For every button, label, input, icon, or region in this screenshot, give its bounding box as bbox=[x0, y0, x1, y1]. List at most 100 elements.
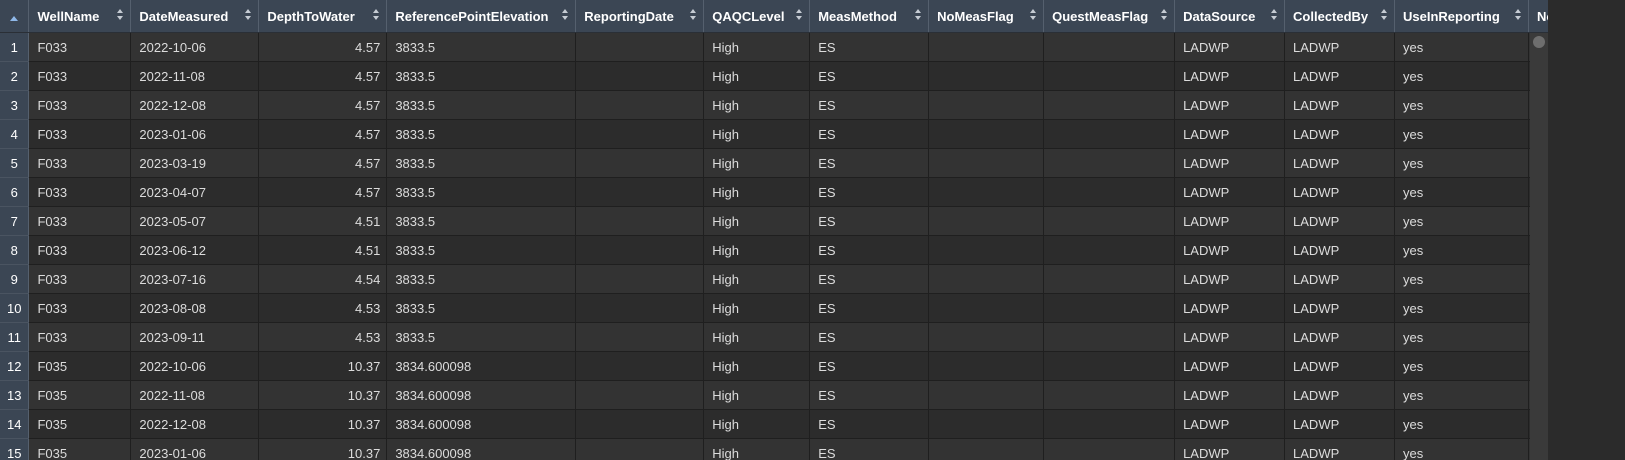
column-header-label: MeasMethod bbox=[818, 8, 897, 24]
sort-toggle-icon[interactable] bbox=[1381, 8, 1388, 22]
vertical-scrollbar[interactable] bbox=[1530, 33, 1548, 460]
cell-qaqclevel: High bbox=[703, 351, 811, 381]
table-row[interactable]: 5 F033 2023-03-19 4.57 3833.5 High ES LADWP LADW… bbox=[0, 148, 1625, 178]
column-header-questmeasflag[interactable]: QuestMeasFlag bbox=[1043, 0, 1176, 33]
cell-collectedby: LADWP bbox=[1284, 119, 1395, 149]
cell-qaqclevel: High bbox=[703, 206, 811, 236]
sort-toggle-icon[interactable] bbox=[1030, 8, 1037, 22]
column-header-wellname[interactable]: WellName bbox=[28, 0, 132, 33]
cell-collectedby: LADWP bbox=[1284, 235, 1395, 265]
cell-datemeasured: 2023-08-08 bbox=[130, 293, 260, 323]
table-row[interactable]: 3 F033 2022-12-08 4.57 3833.5 High ES LADWP LADW… bbox=[0, 90, 1625, 120]
column-header-nomeasflag[interactable]: NoMeasFlag bbox=[928, 0, 1045, 33]
cell-reportingdate bbox=[575, 206, 705, 236]
cell-datasource: LADWP bbox=[1174, 351, 1286, 381]
table-row[interactable]: 12 F035 2022-10-06 10.37 3834.600098 High ES LA… bbox=[0, 351, 1625, 381]
table-row[interactable]: 8 F033 2023-06-12 4.51 3833.5 High ES LADWP LADW… bbox=[0, 235, 1625, 265]
cell-useinreporting: yes bbox=[1394, 61, 1529, 91]
sort-toggle-icon[interactable] bbox=[373, 8, 380, 22]
column-header-measmethod[interactable]: MeasMethod bbox=[809, 0, 930, 33]
column-header-label: UseInReporting bbox=[1403, 8, 1500, 24]
sort-toggle-icon[interactable] bbox=[117, 8, 124, 22]
cell-reportingdate bbox=[575, 293, 705, 323]
cell-collectedby: LADWP bbox=[1284, 32, 1395, 62]
table-row[interactable]: 11 F033 2023-09-11 4.53 3833.5 High ES LADWP LAD… bbox=[0, 322, 1625, 352]
cell-depthtowater: 4.57 bbox=[258, 177, 388, 207]
sort-toggle-icon[interactable] bbox=[1514, 8, 1522, 22]
sort-toggle-icon[interactable] bbox=[245, 8, 252, 22]
table-row[interactable]: 14 F035 2022-12-08 10.37 3834.600098 High ES LA… bbox=[0, 409, 1625, 439]
cell-referencepointelevation: 3833.5 bbox=[386, 293, 577, 323]
row-index: 14 bbox=[0, 409, 30, 439]
column-header-label: CollectedBy bbox=[1293, 8, 1369, 24]
cell-measmethod: ES bbox=[809, 235, 930, 265]
cell-nomeasflag bbox=[928, 61, 1045, 91]
column-header-reportingdate[interactable]: ReportingDate bbox=[575, 0, 705, 33]
column-header-useinreporting[interactable]: UseInReporting bbox=[1394, 0, 1529, 33]
table-row[interactable]: 7 F033 2023-05-07 4.51 3833.5 High ES LADWP LADW… bbox=[0, 206, 1625, 236]
row-index: 15 bbox=[0, 438, 30, 460]
column-header-datemeasured[interactable]: DateMeasured bbox=[130, 0, 260, 33]
cell-nomeasflag bbox=[928, 351, 1045, 381]
row-index: 7 bbox=[0, 206, 30, 236]
sort-toggle-icon[interactable] bbox=[690, 8, 697, 22]
column-header-depthtowater[interactable]: DepthToWater bbox=[258, 0, 388, 33]
column-header-label: WellName bbox=[37, 8, 100, 24]
cell-datasource: LADWP bbox=[1174, 264, 1286, 294]
cell-qaqclevel: High bbox=[703, 235, 811, 265]
column-header-qaqclevel[interactable]: QAQCLevel bbox=[703, 0, 811, 33]
sort-toggle-icon[interactable] bbox=[1161, 8, 1168, 22]
cell-reportingdate bbox=[575, 148, 705, 178]
table-row[interactable]: 13 F035 2022-11-08 10.37 3834.600098 High ES LA… bbox=[0, 380, 1625, 410]
column-header-datasource[interactable]: DataSource bbox=[1174, 0, 1286, 33]
cell-wellname: F033 bbox=[28, 148, 132, 178]
cell-depthtowater: 10.37 bbox=[258, 438, 388, 460]
cell-datemeasured: 2023-09-11 bbox=[130, 322, 260, 352]
cell-datemeasured: 2023-06-12 bbox=[130, 235, 260, 265]
cell-questmeasflag bbox=[1043, 380, 1176, 410]
cell-measmethod: ES bbox=[809, 409, 930, 439]
cell-wellname: F033 bbox=[28, 90, 132, 120]
column-header-referencepointelevation[interactable]: ReferencePointElevation bbox=[386, 0, 577, 33]
cell-depthtowater: 4.54 bbox=[258, 264, 388, 294]
sort-toggle-icon[interactable] bbox=[1271, 8, 1278, 22]
cell-referencepointelevation: 3833.5 bbox=[386, 148, 577, 178]
sort-ascending-icon[interactable] bbox=[10, 15, 19, 21]
cell-measmethod: ES bbox=[809, 90, 930, 120]
table-row[interactable]: 6 F033 2023-04-07 4.57 3833.5 High ES LADWP LADW… bbox=[0, 177, 1625, 207]
cell-questmeasflag bbox=[1043, 409, 1176, 439]
table-row[interactable]: 2 F033 2022-11-08 4.57 3833.5 High ES LADWP LADW… bbox=[0, 61, 1625, 91]
sort-toggle-icon[interactable] bbox=[796, 8, 803, 22]
cell-wellname: F035 bbox=[28, 351, 132, 381]
cell-depthtowater: 10.37 bbox=[258, 409, 388, 439]
row-index: 4 bbox=[0, 119, 30, 149]
sort-toggle-icon[interactable] bbox=[562, 8, 569, 22]
table-row[interactable]: 10 F033 2023-08-08 4.53 3833.5 High ES LADWP LAD… bbox=[0, 293, 1625, 323]
cell-measmethod: ES bbox=[809, 177, 930, 207]
column-header-label: DepthToWater bbox=[267, 8, 355, 24]
column-header-index[interactable] bbox=[0, 0, 30, 33]
table-row[interactable]: 1 F033 2022-10-06 4.57 3833.5 High ES LADWP LADW… bbox=[0, 32, 1625, 62]
cell-datemeasured: 2023-05-07 bbox=[130, 206, 260, 236]
table-row[interactable]: 4 F033 2023-01-06 4.57 3833.5 High ES LADWP LADW… bbox=[0, 119, 1625, 149]
cell-wellname: F033 bbox=[28, 206, 132, 236]
column-header-label: ReferencePointElevation bbox=[395, 8, 549, 24]
table-row[interactable]: 15 F035 2023-01-06 10.37 3834.600098 High ES LA… bbox=[0, 438, 1625, 460]
cell-useinreporting: yes bbox=[1394, 293, 1529, 323]
cell-datemeasured: 2022-11-08 bbox=[130, 380, 260, 410]
cell-datasource: LADWP bbox=[1174, 177, 1286, 207]
sort-toggle-icon[interactable] bbox=[915, 8, 922, 22]
viewer-right-margin bbox=[1548, 0, 1625, 460]
cell-nomeasflag bbox=[928, 206, 1045, 236]
row-index: 13 bbox=[0, 380, 30, 410]
table-row[interactable]: 9 F033 2023-07-16 4.54 3833.5 High ES LADWP LADW… bbox=[0, 264, 1625, 294]
column-header-label: ReportingDate bbox=[584, 8, 674, 24]
cell-collectedby: LADWP bbox=[1284, 380, 1395, 410]
cell-qaqclevel: High bbox=[703, 61, 811, 91]
scrollbar-thumb[interactable] bbox=[1533, 36, 1545, 48]
cell-qaqclevel: High bbox=[703, 293, 811, 323]
cell-depthtowater: 4.51 bbox=[258, 235, 388, 265]
column-header-collectedby[interactable]: CollectedBy bbox=[1284, 0, 1395, 33]
cell-datemeasured: 2022-11-08 bbox=[130, 61, 260, 91]
cell-wellname: F033 bbox=[28, 61, 132, 91]
